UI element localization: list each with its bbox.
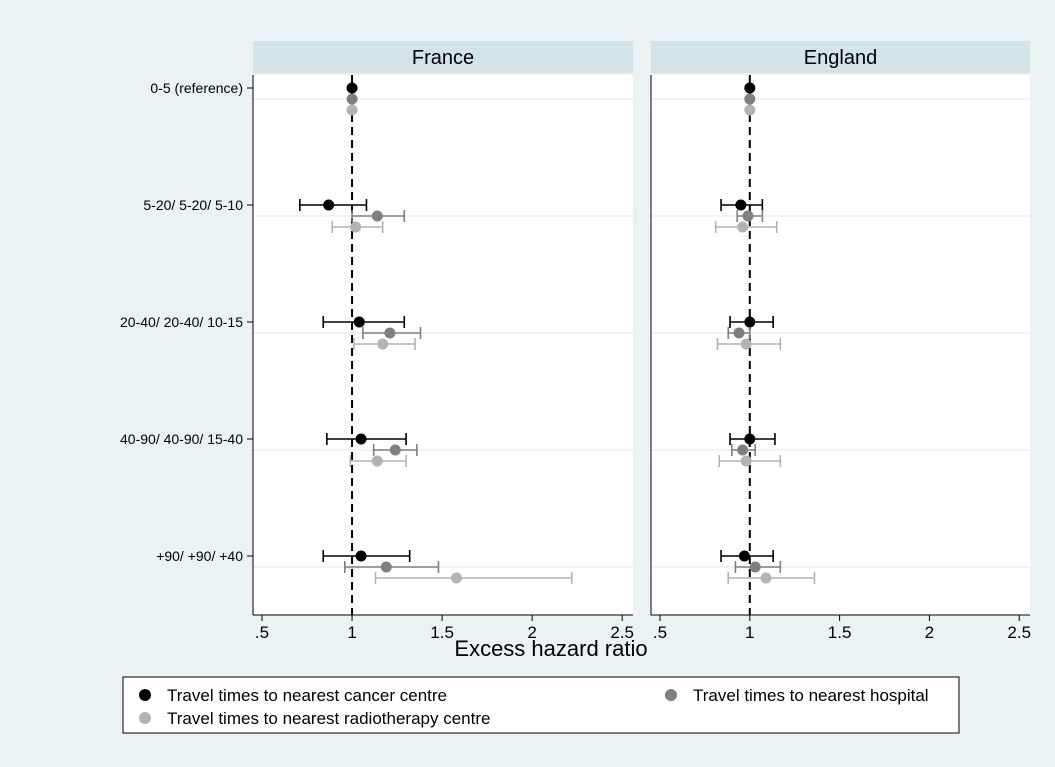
x-tick-label: .5 (653, 623, 667, 642)
legend-label: Travel times to nearest radiotherapy cen… (167, 709, 490, 728)
panels: France .5 1 1.5 2 2.5 England .5 1 1.5 2 2.5 (252, 41, 1031, 642)
data-point (389, 444, 401, 456)
legend-marker (139, 712, 151, 724)
data-point (738, 550, 750, 562)
panel-title: England (804, 47, 877, 69)
data-point (749, 561, 761, 573)
data-point (451, 572, 463, 584)
legend-items: Travel times to nearest cancer centre Tra… (139, 686, 929, 728)
x-tick-label: .5 (255, 623, 269, 642)
plot-area (651, 75, 1030, 615)
y-axis-labels: 0-5 (reference) 5-20/ 5-20/ 5-10 20-40/ 20… (120, 80, 253, 564)
data-point (737, 444, 749, 456)
series-1 (299, 82, 411, 562)
legend-label: Travel times to nearest hospital (693, 686, 929, 705)
data-point (377, 338, 389, 350)
data-point (346, 104, 358, 116)
data-point (733, 327, 745, 339)
data-point (353, 316, 365, 328)
x-tick-label: 2 (527, 623, 536, 642)
x-tick-label: 1.5 (430, 623, 454, 642)
data-point (346, 82, 358, 94)
legend: Travel times to nearest cancer centre Tra… (122, 676, 960, 734)
data-point (355, 550, 367, 562)
y-tick-label: +90/ +90/ +40 (156, 548, 243, 564)
y-tick-label: 0-5 (reference) (150, 80, 243, 96)
x-tick-label: 1 (347, 623, 356, 642)
x-axis-title: Excess hazard ratio (454, 636, 647, 661)
legend-label: Travel times to nearest cancer centre (167, 686, 447, 705)
data-point (346, 93, 358, 105)
data-point (371, 210, 383, 222)
series-3 (714, 104, 816, 584)
data-point (742, 210, 754, 222)
data-point (744, 316, 756, 328)
legend-marker (665, 689, 677, 701)
legend-item-2: Travel times to nearest hospital (665, 686, 929, 705)
y-tick-label: 20-40/ 20-40/ 10-15 (120, 314, 243, 330)
panel-strip (253, 41, 633, 73)
data-point (380, 561, 392, 573)
series-3 (331, 104, 573, 584)
panel-england: England .5 1 1.5 2 2.5 (650, 41, 1031, 642)
series-2 (344, 93, 440, 573)
data-point (744, 433, 756, 445)
x-tick-label: 2.5 (1007, 623, 1031, 642)
panel-strip (651, 41, 1030, 73)
data-point (744, 93, 756, 105)
panel-title: France (412, 47, 474, 69)
data-point (323, 199, 335, 211)
data-point (740, 455, 752, 467)
legend-item-1: Travel times to nearest cancer centre (139, 686, 447, 705)
data-point (735, 199, 747, 211)
data-point (384, 327, 396, 339)
x-tick-label: 2 (925, 623, 934, 642)
legend-box (122, 676, 960, 734)
data-point (371, 455, 383, 467)
x-tick-label: 1 (745, 623, 754, 642)
data-point (350, 221, 362, 233)
data-point (740, 338, 752, 350)
series-2 (727, 93, 782, 573)
x-tick-label: 1.5 (828, 623, 852, 642)
data-point (737, 221, 749, 233)
data-point (760, 572, 772, 584)
legend-marker (139, 689, 151, 701)
series-1 (720, 82, 776, 562)
y-tick-label: 5-20/ 5-20/ 5-10 (143, 197, 243, 213)
legend-item-3: Travel times to nearest radiotherapy cen… (139, 709, 490, 728)
panel-france: France .5 1 1.5 2 2.5 (252, 41, 634, 642)
y-tick-label: 40-90/ 40-90/ 15-40 (120, 431, 243, 447)
data-point (744, 82, 756, 94)
data-point (744, 104, 756, 116)
x-tick-label: 2.5 (610, 623, 634, 642)
data-point (355, 433, 367, 445)
plot-area (253, 75, 633, 615)
